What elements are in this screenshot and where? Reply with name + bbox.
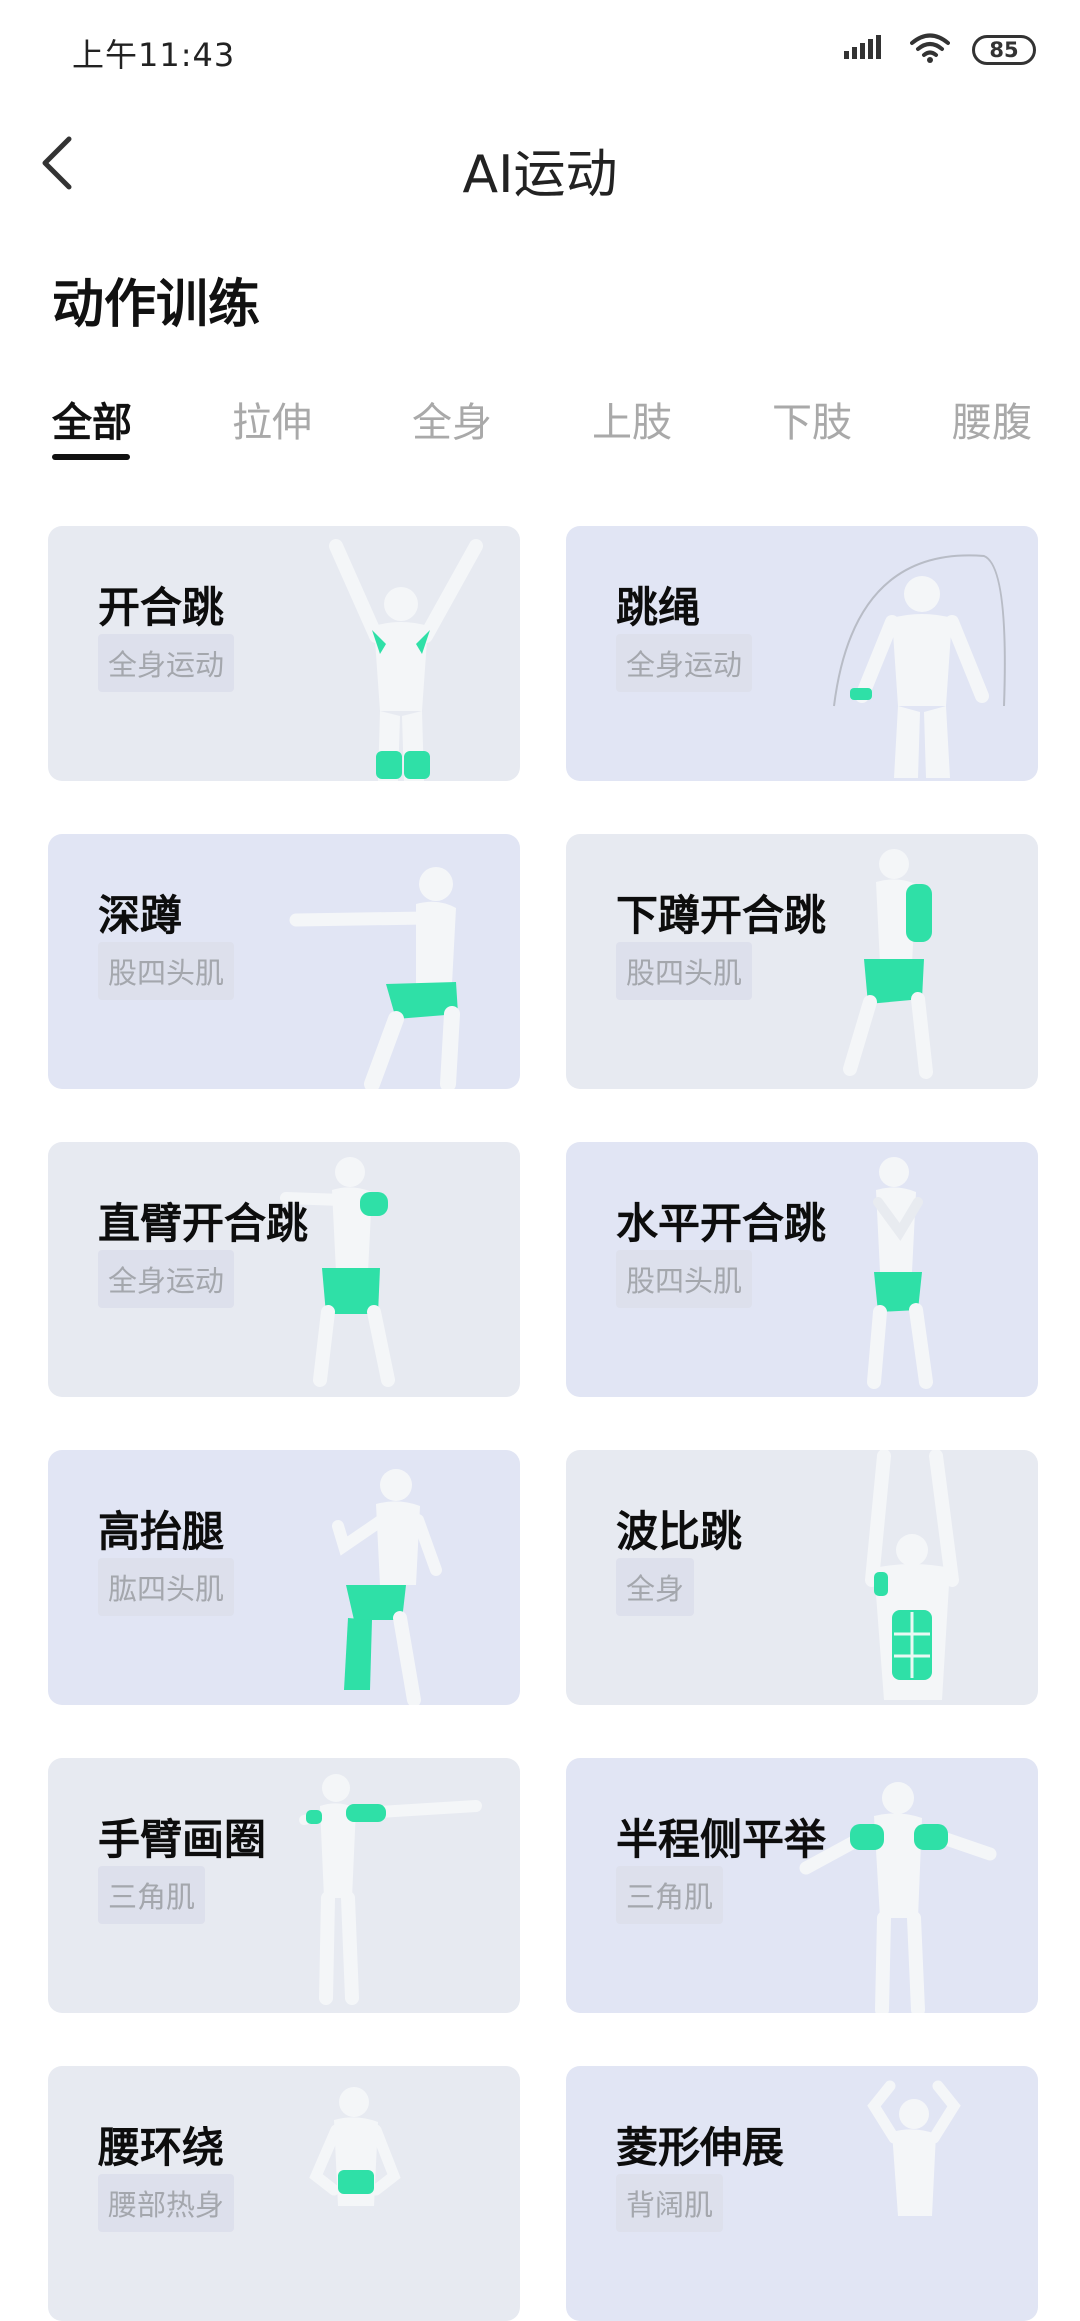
muscle-tag: 背阔肌 [616, 2174, 724, 2232]
muscle-tag: 股四头肌 [98, 942, 235, 1000]
exercise-figure-icon [329, 539, 483, 781]
tab-all[interactable]: 全部 [52, 400, 132, 446]
category-tabs: 全部 拉伸 全身 上肢 下肢 腰腹 [52, 390, 1042, 470]
exercise-name: 水平开合跳 [616, 1199, 827, 1248]
exercise-figure-icon [867, 2080, 961, 2216]
exercise-card[interactable]: 跳绳 全身运动 [566, 526, 1038, 781]
exercise-name: 下蹲开合跳 [616, 891, 827, 940]
section-title: 动作训练 [52, 275, 261, 335]
status-icons: 85 [844, 32, 1036, 68]
exercise-figure-icon [833, 554, 1006, 778]
exercise-card[interactable]: 开合跳 全身运动 [48, 526, 520, 781]
tab-stretch[interactable]: 拉伸 [232, 400, 312, 446]
exercise-name: 半程侧平举 [616, 1815, 827, 1864]
status-time: 上午11:43 [72, 36, 236, 74]
muscle-tag: 肱四头肌 [98, 1558, 235, 1616]
status-bar: 上午11:43 85 [0, 0, 1080, 100]
exercise-figure-icon [843, 849, 933, 1079]
exercise-figure-icon [289, 867, 460, 1089]
exercise-name: 菱形伸展 [616, 2123, 785, 2172]
back-button[interactable] [24, 132, 90, 198]
exercise-figure-icon [332, 1469, 442, 1705]
tab-full-body[interactable]: 全身 [412, 400, 492, 446]
muscle-tag: 全身运动 [616, 634, 753, 692]
muscle-tag: 股四头肌 [616, 942, 753, 1000]
exercise-card[interactable]: 半程侧平举 三角肌 [566, 1758, 1038, 2013]
exercise-figure-icon [309, 2087, 401, 2206]
exercise-card[interactable]: 手臂画圈 三角肌 [48, 1758, 520, 2013]
exercise-name: 手臂画圈 [98, 1815, 267, 1864]
exercise-card[interactable]: 波比跳 全身 [566, 1450, 1038, 1705]
exercise-figure-icon [867, 1157, 933, 1389]
muscle-tag: 腰部热身 [98, 2174, 235, 2232]
signal-icon [844, 33, 888, 67]
exercise-figure-icon [799, 1782, 997, 2013]
wifi-icon [910, 32, 950, 68]
tab-core[interactable]: 腰腹 [952, 400, 1032, 446]
muscle-tag: 全身 [616, 1558, 695, 1616]
exercise-card[interactable]: 腰环绕 腰部热身 [48, 2066, 520, 2321]
exercise-card[interactable]: 直臂开合跳 全身运动 [48, 1142, 520, 1397]
tab-upper-body[interactable]: 上肢 [592, 400, 672, 446]
exercise-name: 跳绳 [616, 583, 701, 632]
tab-lower-body[interactable]: 下肢 [772, 400, 852, 446]
exercise-figure-icon [865, 1450, 959, 1700]
exercise-figure-icon [299, 1774, 482, 2005]
active-tab-indicator [52, 454, 130, 460]
exercise-card[interactable]: 深蹲 股四头肌 [48, 834, 520, 1089]
exercise-card[interactable]: 菱形伸展 背阔肌 [566, 2066, 1038, 2321]
muscle-tag: 三角肌 [616, 1866, 724, 1924]
exercise-name: 开合跳 [98, 583, 225, 632]
muscle-tag: 股四头肌 [616, 1250, 753, 1308]
exercise-name: 直臂开合跳 [98, 1199, 309, 1248]
chevron-left-icon [39, 135, 75, 195]
muscle-tag: 三角肌 [98, 1866, 206, 1924]
exercise-card[interactable]: 高抬腿 肱四头肌 [48, 1450, 520, 1705]
page-title: AI运动 [462, 145, 618, 205]
exercise-card[interactable]: 下蹲开合跳 股四头肌 [566, 834, 1038, 1089]
exercise-name: 深蹲 [98, 891, 183, 940]
battery-indicator: 85 [972, 35, 1036, 65]
muscle-tag: 全身运动 [98, 1250, 235, 1308]
exercise-name: 波比跳 [616, 1507, 743, 1556]
exercise-card[interactable]: 水平开合跳 股四头肌 [566, 1142, 1038, 1397]
exercise-name: 高抬腿 [98, 1507, 225, 1556]
exercise-name: 腰环绕 [98, 2123, 225, 2172]
muscle-tag: 全身运动 [98, 634, 235, 692]
exercise-figure-icon [280, 1157, 395, 1387]
app-header: AI运动 [0, 110, 1080, 220]
